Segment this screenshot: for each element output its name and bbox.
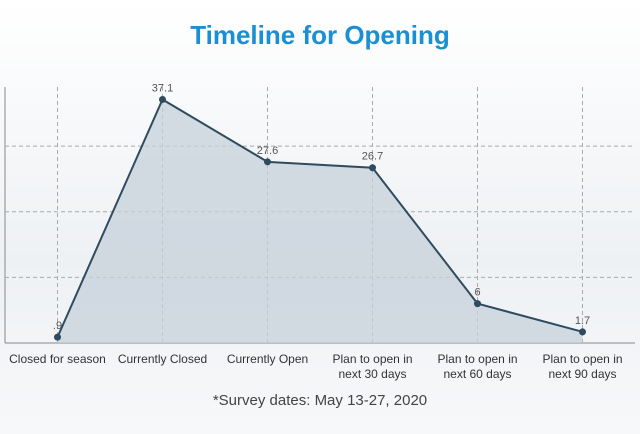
value-label: 26.7 [362,151,383,163]
annotation: *Survey dates: May 13-27, 2020 [212,392,428,409]
point [474,300,481,308]
point [369,164,376,172]
line [56,98,583,338]
point [54,333,61,341]
point [264,158,271,166]
value-label: 37.1 [152,82,173,94]
point [159,95,166,103]
value-label: 1.7 [575,315,590,327]
value-label: 6 [474,287,480,299]
x-tick-label: Plan to open in next 90 days [542,352,623,381]
x-tick-label: Plan to open in next 60 days [437,352,518,381]
x-tick-label: Closed for season [9,352,106,366]
area [57,99,583,343]
x-tick-label: Currently Closed [117,352,208,366]
x-tick-label: Currently Open [226,352,309,366]
chart-title: Timeline for Opening [190,20,450,50]
value-label: 27.6 [257,145,278,157]
point [579,328,586,336]
x-tick-label: Plan to open in next 30 days [332,352,413,381]
value-label: .9 [53,320,62,332]
